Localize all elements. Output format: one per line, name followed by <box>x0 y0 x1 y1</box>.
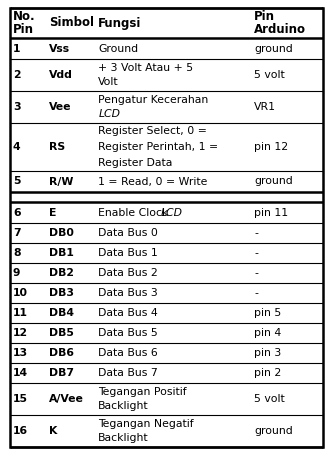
Text: 5 volt: 5 volt <box>254 70 285 80</box>
Text: -: - <box>254 268 258 278</box>
Text: Enable Clock: Enable Clock <box>98 207 172 218</box>
Text: 3: 3 <box>13 102 21 112</box>
Text: Arduino: Arduino <box>254 23 306 36</box>
Text: RS: RS <box>49 142 65 152</box>
Text: Data Bus 0: Data Bus 0 <box>98 228 158 238</box>
Text: -: - <box>254 288 258 298</box>
Text: pin 4: pin 4 <box>254 328 281 338</box>
Text: Register Select, 0 =: Register Select, 0 = <box>98 126 207 136</box>
Text: 4: 4 <box>13 142 21 152</box>
Text: Pengatur Kecerahan: Pengatur Kecerahan <box>98 95 208 105</box>
Text: Register Data: Register Data <box>98 158 172 168</box>
Text: Register Perintah, 1 =: Register Perintah, 1 = <box>98 142 218 152</box>
Text: 14: 14 <box>13 368 28 378</box>
Text: Data Bus 6: Data Bus 6 <box>98 348 158 358</box>
Text: 16: 16 <box>13 426 28 436</box>
Text: No.: No. <box>13 10 36 23</box>
Text: -: - <box>254 248 258 258</box>
Text: VR1: VR1 <box>254 102 276 112</box>
Text: + 3 Volt Atau + 5: + 3 Volt Atau + 5 <box>98 63 193 73</box>
Text: 12: 12 <box>13 328 28 338</box>
Text: 5: 5 <box>13 177 21 186</box>
Text: ground: ground <box>254 177 293 186</box>
Text: LCD: LCD <box>98 109 120 119</box>
Text: Tegangan Negatif: Tegangan Negatif <box>98 419 194 429</box>
Text: DB6: DB6 <box>49 348 74 358</box>
Text: 8: 8 <box>13 248 21 258</box>
Text: Data Bus 2: Data Bus 2 <box>98 268 158 278</box>
Text: ground: ground <box>254 426 293 436</box>
Text: 2: 2 <box>13 70 21 80</box>
Text: Pin: Pin <box>254 10 275 23</box>
Text: ground: ground <box>254 44 293 54</box>
Text: -: - <box>254 228 258 238</box>
Text: 9: 9 <box>13 268 21 278</box>
Text: A/Vee: A/Vee <box>49 394 84 404</box>
Text: 1: 1 <box>13 44 21 54</box>
Text: DB3: DB3 <box>49 288 74 298</box>
Text: DB5: DB5 <box>49 328 74 338</box>
Text: DB4: DB4 <box>49 308 74 318</box>
Text: 10: 10 <box>13 288 28 298</box>
Text: Volt: Volt <box>98 77 119 87</box>
Text: 5 volt: 5 volt <box>254 394 285 404</box>
Text: E: E <box>49 207 56 218</box>
Text: Pin: Pin <box>13 23 34 36</box>
Text: DB0: DB0 <box>49 228 74 238</box>
Text: DB7: DB7 <box>49 368 74 378</box>
Text: pin 12: pin 12 <box>254 142 288 152</box>
Text: 11: 11 <box>13 308 28 318</box>
Text: pin 2: pin 2 <box>254 368 281 378</box>
Text: Ground: Ground <box>98 44 139 54</box>
Text: Vss: Vss <box>49 44 70 54</box>
Text: Data Bus 5: Data Bus 5 <box>98 328 158 338</box>
Text: DB2: DB2 <box>49 268 74 278</box>
Text: Data Bus 3: Data Bus 3 <box>98 288 158 298</box>
Text: Data Bus 7: Data Bus 7 <box>98 368 158 378</box>
Text: Backlight: Backlight <box>98 433 149 443</box>
Text: DB1: DB1 <box>49 248 74 258</box>
Text: Simbol: Simbol <box>49 17 94 29</box>
Text: Tegangan Positif: Tegangan Positif <box>98 387 187 397</box>
Text: pin 3: pin 3 <box>254 348 281 358</box>
Text: 7: 7 <box>13 228 21 238</box>
Text: pin 11: pin 11 <box>254 207 288 218</box>
Text: Data Bus 1: Data Bus 1 <box>98 248 158 258</box>
Text: Fungsi: Fungsi <box>98 17 142 29</box>
Text: Vee: Vee <box>49 102 72 112</box>
Text: Vdd: Vdd <box>49 70 73 80</box>
Text: 15: 15 <box>13 394 28 404</box>
Text: Backlight: Backlight <box>98 401 149 411</box>
Text: LCD: LCD <box>161 207 183 218</box>
Text: R/W: R/W <box>49 177 73 186</box>
Text: K: K <box>49 426 57 436</box>
Text: pin 5: pin 5 <box>254 308 281 318</box>
Text: 6: 6 <box>13 207 21 218</box>
Text: Data Bus 4: Data Bus 4 <box>98 308 158 318</box>
Text: 13: 13 <box>13 348 28 358</box>
Text: 1 = Read, 0 = Write: 1 = Read, 0 = Write <box>98 177 207 186</box>
